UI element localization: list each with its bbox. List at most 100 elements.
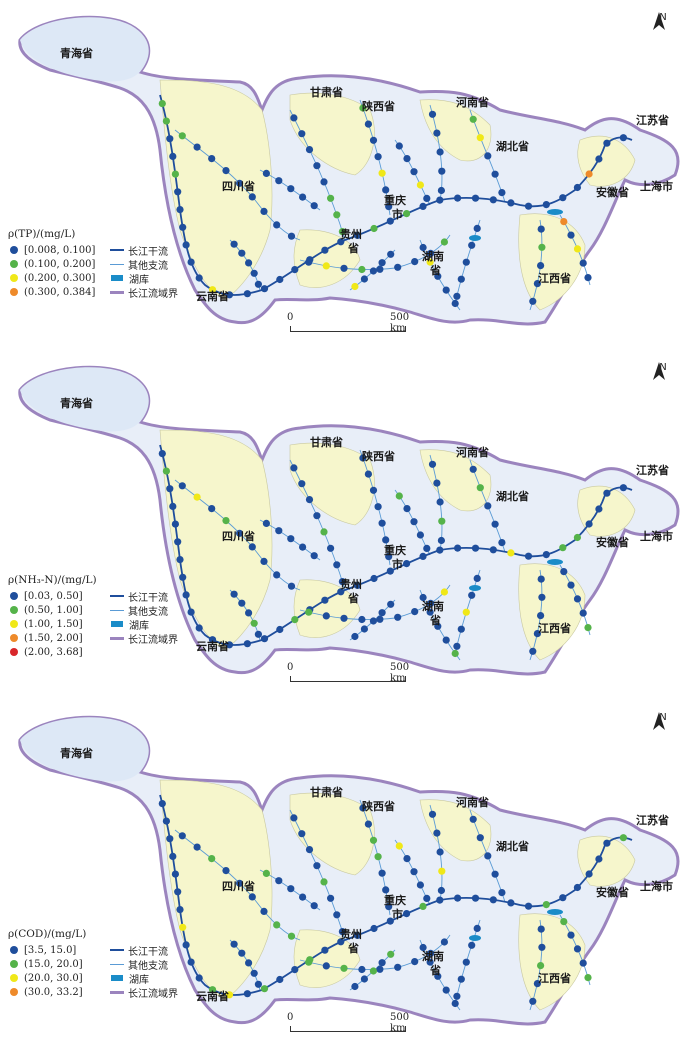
legend-class: (1.00, 1.50] bbox=[8, 617, 208, 631]
station-dot bbox=[437, 886, 445, 895]
station-dot bbox=[238, 599, 246, 607]
station-dot bbox=[498, 539, 506, 547]
station-dot bbox=[370, 924, 378, 933]
station-dot bbox=[386, 217, 394, 225]
station-dot bbox=[434, 622, 442, 630]
station-dot bbox=[476, 134, 484, 142]
province-label-henan: 河南省 bbox=[456, 96, 489, 109]
legend-class: (1.50, 2.00] bbox=[8, 631, 208, 645]
lake-poyang bbox=[547, 209, 563, 215]
station-dot bbox=[369, 836, 378, 844]
station-dot bbox=[378, 959, 386, 967]
station-dot bbox=[298, 480, 306, 488]
station-dot bbox=[310, 902, 318, 910]
legend-class-label: (0.100, 0.200] bbox=[24, 258, 96, 270]
station-dot bbox=[403, 855, 411, 863]
station-dot bbox=[537, 962, 545, 970]
station-dot bbox=[287, 582, 296, 590]
station-dot bbox=[162, 117, 170, 125]
province-label-jiangxi: 江西省 bbox=[538, 622, 571, 635]
station-dot bbox=[427, 949, 435, 957]
station-dot bbox=[222, 867, 230, 875]
station-dot bbox=[462, 958, 470, 966]
station-dot bbox=[305, 258, 313, 266]
station-dot bbox=[321, 946, 329, 954]
legend-class-label: (0.300, 0.384] bbox=[24, 286, 96, 298]
province-label-chongqing: 市 bbox=[392, 208, 403, 221]
legend-class: (15.0, 20.0] bbox=[8, 957, 208, 971]
station-dot bbox=[298, 130, 306, 138]
station-dot bbox=[489, 196, 497, 204]
legend-boundary-label: 长江流域界 bbox=[128, 634, 178, 646]
station-dot bbox=[337, 938, 345, 946]
station-dot bbox=[559, 894, 567, 902]
station-dot bbox=[262, 169, 270, 177]
province-patch bbox=[419, 449, 492, 512]
station-dot bbox=[276, 625, 284, 634]
boundary-symbol bbox=[110, 636, 124, 640]
province-label-hubei: 湖北省 bbox=[496, 490, 529, 503]
legend-tributary-label: 其他支流 bbox=[128, 960, 168, 972]
station-dot bbox=[538, 243, 546, 251]
station-dot bbox=[208, 286, 217, 294]
legend-class-label: [0.03, 0.50] bbox=[24, 590, 83, 602]
station-dot bbox=[573, 883, 582, 892]
province-patch bbox=[419, 799, 492, 862]
legend: ρ(NH₃-N)/(mg/L) [0.03, 0.50] (0.50, 1.00] (… bbox=[8, 574, 208, 659]
station-dot bbox=[498, 889, 506, 897]
station-dot bbox=[433, 479, 441, 487]
north-label: N bbox=[659, 12, 667, 23]
province-label-guizhou: 省 bbox=[348, 592, 359, 605]
legend-tributary: 其他支流 bbox=[110, 603, 178, 618]
map-panel-tp: 青海省 甘肃省 陕西省 河南省 江苏省 湖北省 四川省 上海市 安徽省 重庆市贵州省湖南省江西省云… bbox=[0, 0, 700, 350]
station-dot bbox=[457, 975, 465, 983]
province-label-shanghai: 上海市 bbox=[640, 880, 673, 893]
province-label-gansu: 甘肃省 bbox=[310, 786, 343, 799]
station-dot bbox=[287, 535, 295, 543]
mainstream-symbol bbox=[110, 949, 124, 951]
station-dot bbox=[442, 286, 450, 294]
province-label-jiangsu: 江苏省 bbox=[636, 114, 669, 127]
station-dot bbox=[254, 280, 262, 288]
station-dot bbox=[438, 517, 446, 525]
station-dot bbox=[451, 649, 459, 658]
station-dot bbox=[254, 630, 262, 638]
station-dot bbox=[364, 820, 372, 828]
tributary-line bbox=[289, 459, 346, 591]
station-dot bbox=[322, 962, 330, 970]
province-patch bbox=[293, 579, 361, 638]
station-dot bbox=[451, 999, 459, 1008]
north-arrow-icon bbox=[653, 712, 665, 730]
station-dot bbox=[573, 595, 582, 603]
province-label-anhui: 安徽省 bbox=[596, 886, 629, 899]
station-dot bbox=[542, 551, 550, 559]
province-label-jiangsu: 江苏省 bbox=[636, 464, 669, 477]
station-dot bbox=[313, 862, 321, 870]
station-dot bbox=[338, 228, 346, 236]
station-dot bbox=[369, 267, 377, 275]
station-dot bbox=[162, 817, 170, 825]
station-dot bbox=[222, 517, 230, 525]
station-dot bbox=[260, 207, 268, 215]
station-dot bbox=[542, 901, 550, 909]
station-dot bbox=[387, 950, 395, 958]
legend: ρ(TP)/(mg/L) [0.008, 0.100] (0.100, 0.200]… bbox=[8, 228, 208, 300]
station-dot bbox=[537, 925, 545, 933]
station-dot bbox=[440, 588, 448, 596]
province-label-shaanxi: 陕西省 bbox=[362, 800, 395, 813]
scale-label: 500 km bbox=[390, 662, 410, 684]
lake-dongting bbox=[469, 585, 481, 591]
legend-boundary: 长江流域界 bbox=[110, 285, 178, 300]
station-dot bbox=[440, 938, 448, 946]
station-dot bbox=[428, 810, 437, 818]
station-dot bbox=[208, 855, 216, 863]
station-dot bbox=[560, 568, 568, 576]
station-dot bbox=[454, 194, 462, 202]
station-dot bbox=[337, 238, 345, 246]
station-dot bbox=[419, 243, 427, 252]
station-dot bbox=[394, 263, 402, 271]
station-dot bbox=[491, 520, 499, 528]
station-dot bbox=[584, 274, 592, 282]
station-dot bbox=[260, 985, 269, 993]
station-dot bbox=[225, 641, 234, 649]
